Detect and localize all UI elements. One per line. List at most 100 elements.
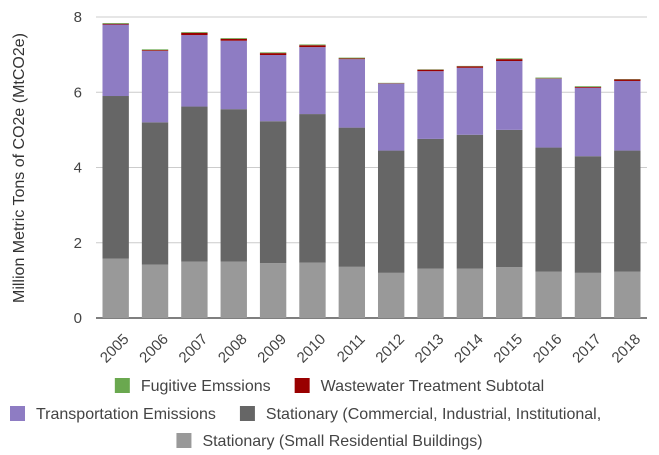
bar-stack-2009 — [259, 52, 287, 318]
legend-label: Transportation Emissions — [36, 406, 216, 423]
bar-segment — [141, 50, 169, 51]
bar-segment — [574, 272, 602, 318]
x-tick-label: 2005 — [97, 331, 133, 367]
bar-segment — [181, 32, 208, 33]
bar-segment — [535, 77, 562, 79]
x-tick-label: 2009 — [254, 331, 290, 367]
legend-label: Stationary (Commercial, Industrial, Inst… — [266, 406, 601, 423]
bar-segment — [181, 106, 208, 262]
bar-segment — [338, 127, 366, 267]
bar-segment — [338, 58, 366, 60]
bar-segment — [456, 268, 484, 318]
bar-segment — [102, 258, 129, 318]
x-tick-label: 2006 — [136, 331, 172, 367]
bar-segment — [338, 266, 366, 318]
bar-segment — [338, 57, 366, 59]
bar-segment — [496, 59, 523, 62]
legend-item: Wastewater Treatment Subtotal — [294, 378, 545, 395]
bar-segment — [417, 69, 444, 72]
legend: Fugitive Emssions Wastewater Treatment Su… — [10, 378, 601, 450]
bar-segment — [614, 79, 641, 81]
bar-segment — [259, 121, 287, 264]
bar-segment — [299, 47, 326, 115]
bar-segment — [220, 261, 247, 318]
x-tick-label: 2011 — [334, 331, 369, 366]
legend-swatch — [114, 378, 130, 393]
bar-stack-2007 — [181, 32, 208, 318]
legend-swatch — [294, 378, 310, 393]
bar-segment — [141, 50, 169, 123]
bar-stack-2010 — [299, 44, 326, 318]
bar-segment — [456, 134, 484, 269]
legend-item: Stationary (Small Residential Buildings) — [176, 433, 483, 450]
bar-segment — [614, 80, 641, 151]
bar-segment — [259, 55, 287, 122]
bar-segment — [102, 24, 129, 97]
x-tick-label: 2016 — [530, 331, 566, 367]
bar-segment — [496, 61, 523, 130]
bar-segment — [102, 23, 129, 24]
y-tick-label: 6 — [74, 84, 82, 101]
bar-stack-2017 — [574, 86, 602, 318]
legend-label: Fugitive Emssions — [141, 378, 271, 395]
bar-segment — [220, 38, 247, 41]
x-tick-label: 2007 — [176, 331, 212, 367]
x-tick-label: 2014 — [451, 331, 487, 367]
bar-segment — [496, 129, 523, 268]
bar-segment — [141, 49, 169, 51]
bar-segment — [259, 52, 287, 54]
y-tick-label: 4 — [74, 160, 82, 177]
legend-item: Fugitive Emssions — [114, 378, 271, 395]
bar-segment — [574, 87, 602, 157]
legend-label: Wastewater Treatment Subtotal — [321, 378, 545, 395]
legend-swatch — [176, 433, 192, 448]
legend-swatch — [239, 406, 255, 421]
bar-stack-2006 — [141, 49, 169, 318]
legend-item: Stationary (Commercial, Industrial, Inst… — [239, 406, 601, 423]
legend-label: Stationary (Small Residential Buildings) — [202, 433, 482, 450]
bar-segment — [220, 40, 247, 110]
bar-segment — [141, 264, 169, 318]
y-tick-label: 8 — [74, 9, 82, 26]
x-tick-label: 2018 — [609, 331, 645, 367]
bars — [102, 23, 641, 318]
bar-segment — [102, 96, 129, 259]
gridlines — [96, 16, 647, 319]
legend-item: Transportation Emissions — [10, 406, 216, 423]
bar-segment — [299, 262, 326, 318]
bar-segment — [456, 66, 484, 68]
bar-segment — [535, 78, 562, 148]
bar-segment — [417, 138, 444, 269]
x-tick-label: 2017 — [569, 331, 605, 367]
bar-segment — [141, 122, 169, 265]
bar-segment — [614, 271, 641, 318]
bar-segment — [574, 156, 602, 273]
bar-segment — [220, 109, 247, 262]
y-tick-label: 2 — [74, 235, 82, 252]
x-axis-ticks: 2005 2006 2007 2008 2009 2010 2011 2012 2013 2014… — [97, 331, 644, 367]
bar-segment — [338, 59, 366, 128]
bar-segment — [377, 150, 405, 273]
bar-stack-2016 — [535, 77, 562, 318]
bar-stack-2005 — [102, 23, 129, 318]
bar-segment — [181, 261, 208, 318]
bar-stack-2018 — [614, 79, 641, 318]
y-axis-label: Million Metric Tons of CO2e (MtCO2e) — [11, 33, 28, 303]
y-axis-ticks: 0 2 4 6 8 — [74, 9, 82, 327]
bar-segment — [377, 272, 405, 318]
bar-segment — [299, 45, 326, 48]
bar-segment — [614, 150, 641, 272]
bar-segment — [259, 53, 287, 56]
bar-segment — [299, 114, 326, 263]
bar-segment — [259, 263, 287, 318]
bar-segment — [102, 23, 129, 25]
bar-segment — [181, 32, 208, 36]
legend-swatch — [10, 406, 25, 421]
bar-stack-2014 — [456, 65, 484, 318]
bar-segment — [220, 38, 247, 39]
bar-segment — [456, 67, 484, 135]
y-tick-label: 0 — [74, 310, 82, 327]
x-tick-label: 2012 — [372, 331, 408, 367]
bar-segment — [299, 44, 326, 46]
